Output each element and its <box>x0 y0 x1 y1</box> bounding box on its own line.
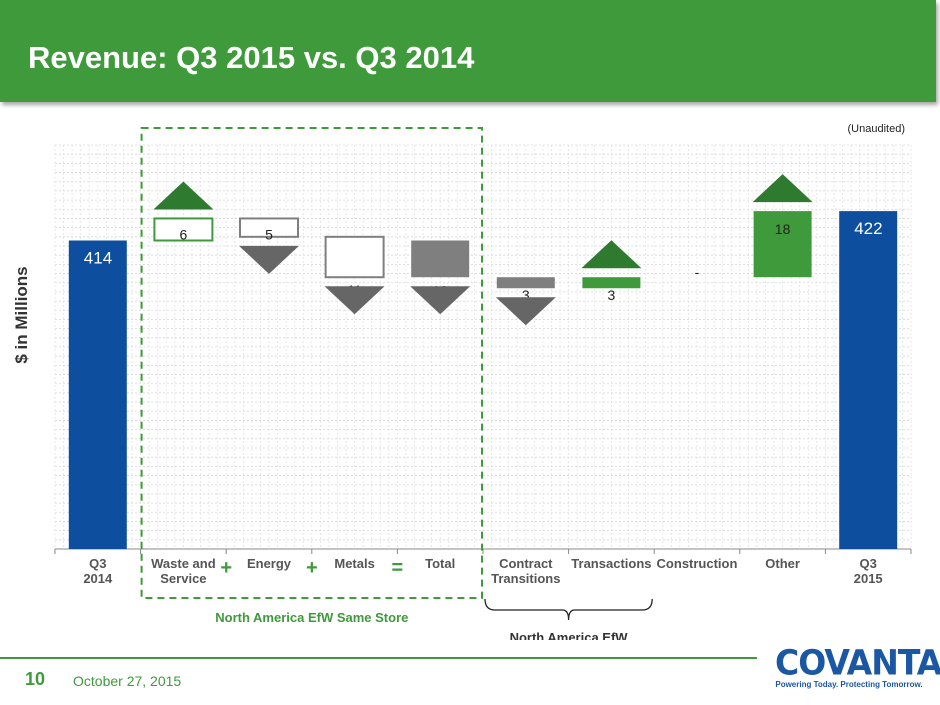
x-tick-label: Q3 2015 <box>854 556 883 586</box>
increase-arrow-icon <box>153 181 214 210</box>
bar-0 <box>68 240 127 549</box>
page-number: 10 <box>25 669 46 689</box>
x-tick-label: Q3 2014 <box>83 556 113 586</box>
footer-date: October 27, 2015 <box>73 673 182 689</box>
bar-3 <box>324 235 385 279</box>
bar-value-label: 422 <box>854 219 882 238</box>
bar-9 <box>839 211 898 550</box>
decrease-arrow-icon <box>324 286 385 315</box>
x-tick-label: Energy <box>247 556 292 571</box>
group-brace <box>484 598 653 621</box>
x-tick-label: Transactions <box>571 556 651 571</box>
header-bar: Revenue: Q3 2015 vs. Q3 2014 <box>0 0 936 102</box>
increase-arrow-icon <box>752 174 813 203</box>
covanta-logo: COVANTA Powering Today. Protecting Tomor… <box>775 642 940 691</box>
decrease-arrow-icon <box>410 286 471 315</box>
operator-symbol: + <box>220 557 232 579</box>
unaudited-note: (Unaudited) <box>847 123 905 135</box>
bar-value-label: 414 <box>84 248 112 267</box>
operator-symbol: + <box>306 557 318 579</box>
bar-5 <box>496 277 555 289</box>
bar-value-label: 3 <box>608 287 616 303</box>
x-tick-label: Metals <box>334 556 374 571</box>
bar-2 <box>239 217 299 238</box>
operator-symbol: = <box>392 557 404 579</box>
bar-value-label: 6 <box>180 226 188 242</box>
group-label: North America EfW Same Store <box>215 610 408 625</box>
x-tick-label: Total <box>425 556 455 571</box>
bar-value-label: - <box>695 264 700 280</box>
group-label: North America EfW <box>510 630 629 640</box>
same-store-group-box <box>140 127 483 599</box>
bar-4 <box>411 240 470 278</box>
page-title: Revenue: Q3 2015 vs. Q3 2014 <box>28 40 475 75</box>
bar-1 <box>153 217 214 242</box>
bar-value-label: 3 <box>522 287 530 303</box>
bar-value-label: 5 <box>265 226 273 242</box>
bar-value-label: 18 <box>775 221 791 237</box>
decrease-arrow-icon <box>239 245 299 274</box>
increase-arrow-icon <box>581 240 642 269</box>
logo-wordmark: COVANTA <box>775 642 940 683</box>
bar-6 <box>582 277 641 289</box>
x-tick-label: Construction <box>657 556 738 571</box>
x-tick-label: Other <box>765 556 800 571</box>
decrease-arrow-icon <box>495 297 556 326</box>
footer-divider <box>0 657 757 659</box>
bar-8 <box>753 211 812 278</box>
logo-tagline: Powering Today. Protecting Tomorrow. <box>775 680 923 689</box>
x-tick-label: Waste and Service <box>151 556 216 586</box>
x-tick-label: Contract Transitions <box>491 556 560 586</box>
